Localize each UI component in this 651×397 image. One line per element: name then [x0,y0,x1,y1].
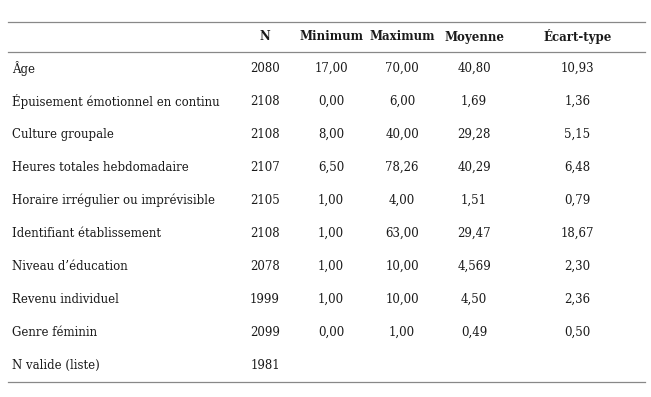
Text: 0,79: 0,79 [564,194,590,207]
Text: 6,50: 6,50 [318,161,344,174]
Text: 0,00: 0,00 [318,326,344,339]
Text: 2078: 2078 [250,260,280,273]
Text: Niveau d’éducation: Niveau d’éducation [12,260,128,273]
Text: Revenu individuel: Revenu individuel [12,293,119,306]
Text: Identifiant établissement: Identifiant établissement [12,227,161,240]
Text: 1981: 1981 [250,359,280,372]
Text: 1,00: 1,00 [318,293,344,306]
Text: 78,26: 78,26 [385,161,419,174]
Text: N valide (liste): N valide (liste) [12,359,100,372]
Text: 1,51: 1,51 [461,194,487,207]
Text: 2108: 2108 [250,95,280,108]
Text: 10,00: 10,00 [385,293,419,306]
Text: 2105: 2105 [250,194,280,207]
Text: 2080: 2080 [250,62,280,75]
Text: 10,00: 10,00 [385,260,419,273]
Text: 2107: 2107 [250,161,280,174]
Text: 5,15: 5,15 [564,128,590,141]
Text: 1,36: 1,36 [564,95,590,108]
Text: 8,00: 8,00 [318,128,344,141]
Text: N: N [260,31,270,44]
Text: 18,67: 18,67 [561,227,594,240]
Text: 2108: 2108 [250,128,280,141]
Text: 17,00: 17,00 [314,62,348,75]
Text: Moyenne: Moyenne [444,31,504,44]
Text: 63,00: 63,00 [385,227,419,240]
Text: 2099: 2099 [250,326,280,339]
Text: 4,569: 4,569 [457,260,491,273]
Text: 0,49: 0,49 [461,326,487,339]
Text: 40,00: 40,00 [385,128,419,141]
Text: 70,00: 70,00 [385,62,419,75]
Text: Genre féminin: Genre féminin [12,326,97,339]
Text: Heures totales hebdomadaire: Heures totales hebdomadaire [12,161,189,174]
Text: 0,00: 0,00 [318,95,344,108]
Text: 1,00: 1,00 [389,326,415,339]
Text: 0,50: 0,50 [564,326,590,339]
Text: 1,00: 1,00 [318,260,344,273]
Text: 40,29: 40,29 [457,161,491,174]
Text: 1999: 1999 [250,293,280,306]
Text: 1,69: 1,69 [461,95,487,108]
Text: 2,30: 2,30 [564,260,590,273]
Text: 1,00: 1,00 [318,194,344,207]
Text: Écart-type: Écart-type [544,29,612,44]
Text: 10,93: 10,93 [561,62,594,75]
Text: Horaire irrégulier ou imprévisible: Horaire irrégulier ou imprévisible [12,194,215,207]
Text: Âge: Âge [12,61,35,76]
Text: 6,00: 6,00 [389,95,415,108]
Text: 29,47: 29,47 [457,227,491,240]
Text: Maximum: Maximum [369,31,435,44]
Text: 1,00: 1,00 [318,227,344,240]
Text: Culture groupale: Culture groupale [12,128,114,141]
Text: 2,36: 2,36 [564,293,590,306]
Text: 2108: 2108 [250,227,280,240]
Text: 4,00: 4,00 [389,194,415,207]
Text: 29,28: 29,28 [457,128,491,141]
Text: Épuisement émotionnel en continu: Épuisement émotionnel en continu [12,94,219,109]
Text: Minimum: Minimum [299,31,363,44]
Text: 4,50: 4,50 [461,293,487,306]
Text: 6,48: 6,48 [564,161,590,174]
Text: 40,80: 40,80 [457,62,491,75]
